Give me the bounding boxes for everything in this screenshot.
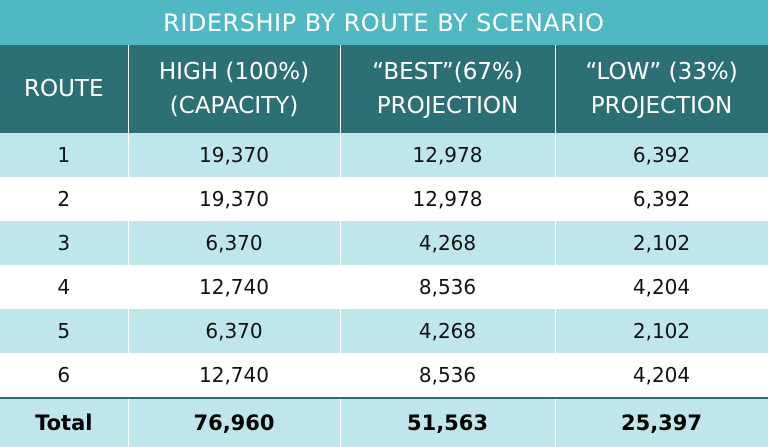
header-line: “LOW” (33%) (585, 59, 738, 85)
cell: 6,370 (128, 221, 341, 265)
column-header: “BEST”(67%) PROJECTION (340, 45, 556, 133)
cell: 12,978 (340, 133, 556, 177)
column-header: HIGH (100%) (CAPACITY) (128, 45, 341, 133)
cell: 4,204 (555, 265, 768, 309)
data-row: 5 6,370 4,268 2,102 (0, 309, 768, 353)
header-row: ROUTE HIGH (100%) (CAPACITY) “BEST”(67%) PRO… (0, 45, 768, 133)
header-line: ROUTE (23, 76, 104, 102)
data-row: 4 12,740 8,536 4,204 (0, 265, 768, 309)
data-row: 6 12,740 8,536 4,204 (0, 353, 768, 398)
cell: 19,370 (128, 177, 341, 221)
cell: 12,740 (128, 265, 341, 309)
cell: 19,370 (128, 133, 341, 177)
table-body: 1 19,370 12,978 6,392 2 19,370 12,978 6,392 3 6,3… (0, 133, 768, 398)
total-cell: Total (0, 397, 129, 447)
cell: 2,102 (555, 309, 768, 353)
cell: 4,268 (340, 221, 556, 265)
header-line: PROJECTION (376, 93, 519, 119)
cell: 4,204 (555, 353, 768, 398)
data-row: 2 19,370 12,978 6,392 (0, 177, 768, 221)
cell: 4 (0, 265, 129, 309)
total-cell: 25,397 (555, 397, 768, 447)
cell: 6 (0, 353, 129, 398)
header-line: (CAPACITY) (169, 93, 299, 119)
header-line: HIGH (100%) (158, 59, 310, 85)
data-row: 3 6,370 4,268 2,102 (0, 221, 768, 265)
cell: 6,392 (555, 133, 768, 177)
header-line: PROJECTION (590, 93, 733, 119)
data-row: 1 19,370 12,978 6,392 (0, 133, 768, 177)
table-head: RIDERSHIP BY ROUTE BY SCENARIO ROUTE HIGH… (0, 0, 768, 133)
cell: 5 (0, 309, 129, 353)
cell: 12,740 (128, 353, 341, 398)
cell: 2 (0, 177, 129, 221)
total-row: Total 76,960 51,563 25,397 (0, 397, 768, 447)
cell: 12,978 (340, 177, 556, 221)
header-line: “BEST”(67%) (372, 59, 523, 85)
cell: 2,102 (555, 221, 768, 265)
cell: 8,536 (340, 353, 556, 398)
cell: 4,268 (340, 309, 556, 353)
column-header: “LOW” (33%) PROJECTION (555, 45, 768, 133)
cell: 3 (0, 221, 129, 265)
cell: 8,536 (340, 265, 556, 309)
column-header: ROUTE (0, 45, 129, 133)
total-cell: 76,960 (128, 397, 341, 447)
table-title: RIDERSHIP BY ROUTE BY SCENARIO (0, 0, 768, 45)
cell: 1 (0, 133, 129, 177)
cell: 6,392 (555, 177, 768, 221)
cell: 6,370 (128, 309, 341, 353)
total-cell: 51,563 (340, 397, 556, 447)
